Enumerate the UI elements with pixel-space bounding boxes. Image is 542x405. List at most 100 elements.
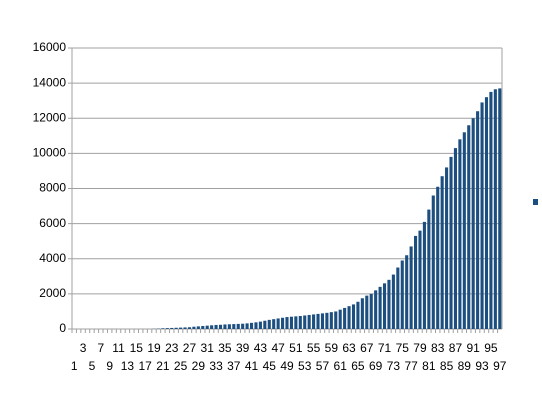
bar: [170, 327, 174, 329]
x-tick-label: 85: [440, 359, 454, 373]
bar: [325, 312, 329, 329]
y-tick-label: 14000: [33, 75, 67, 89]
x-tick-label: 1: [71, 359, 78, 373]
x-tick-label: 83: [431, 341, 445, 355]
bar: [223, 324, 227, 329]
x-tick-label: 51: [289, 341, 303, 355]
bar: [471, 118, 475, 329]
bar: [161, 328, 165, 329]
x-tick-label: 79: [413, 341, 427, 355]
bar: [241, 323, 245, 329]
bar: [214, 324, 218, 329]
bar: [414, 235, 418, 329]
x-tick-label: 69: [369, 359, 383, 373]
bar: [285, 317, 289, 329]
x-tick-label: 39: [236, 341, 250, 355]
x-tick-label: 63: [342, 341, 356, 355]
bar: [267, 319, 271, 329]
x-tick-label: 43: [254, 341, 268, 355]
bar: [378, 286, 382, 329]
bar: [196, 326, 200, 329]
bar: [338, 309, 342, 329]
y-tick-label: 2000: [39, 286, 66, 300]
y-tick-label: 6000: [39, 216, 66, 230]
x-tick-label: 81: [422, 359, 436, 373]
bar: [431, 195, 435, 329]
x-tick-label: 3: [80, 341, 87, 355]
bar: [249, 322, 254, 329]
bar: [307, 314, 311, 329]
x-tick-label: 15: [130, 341, 144, 355]
bar: [232, 324, 236, 329]
y-tick-label: 12000: [33, 110, 67, 124]
bar: [365, 295, 369, 329]
x-tick-label: 93: [475, 359, 489, 373]
bar: [343, 307, 347, 329]
x-tick-label: 53: [298, 359, 312, 373]
x-tick-label: 55: [307, 341, 321, 355]
x-tick-label: 67: [360, 341, 374, 355]
x-tick-label: 87: [449, 341, 463, 355]
bar: [210, 325, 214, 329]
bar: [258, 321, 262, 329]
bar: [422, 221, 426, 329]
x-tick-label: 61: [334, 359, 348, 373]
bar: [263, 320, 267, 329]
bar: [183, 327, 187, 329]
bar: [396, 267, 400, 329]
bar: [382, 283, 387, 329]
bar: [484, 97, 489, 329]
bar: [489, 91, 493, 329]
bar: [179, 327, 183, 329]
bar: [303, 315, 307, 329]
x-tick-label: 9: [106, 359, 113, 373]
x-tick-label: 23: [165, 341, 179, 355]
bar: [218, 324, 223, 329]
bar: [498, 88, 502, 329]
bar: [312, 314, 316, 329]
x-tick-label: 35: [218, 341, 232, 355]
x-tick-label: 89: [458, 359, 472, 373]
bar: [391, 274, 395, 329]
x-tick-label: 25: [174, 359, 188, 373]
x-tick-label: 7: [97, 341, 104, 355]
x-tick-label: 33: [209, 359, 223, 373]
x-tick-label: 57: [316, 359, 330, 373]
x-tick-label: 19: [147, 341, 161, 355]
x-tick-label: 59: [325, 341, 339, 355]
bar: [476, 111, 480, 329]
x-tick-label: 91: [467, 341, 481, 355]
bar: [356, 301, 360, 329]
x-tick-label: 77: [404, 359, 418, 373]
bar: [334, 311, 338, 329]
bar: [480, 102, 484, 329]
bar: [387, 279, 391, 329]
bar: [369, 293, 373, 329]
bar: [493, 89, 497, 329]
y-tick-label: 4000: [39, 251, 66, 265]
x-tick-label: 75: [396, 341, 410, 355]
x-tick-label: 37: [227, 359, 241, 373]
x-tick-label: 97: [493, 359, 507, 373]
x-tick-label: 31: [201, 341, 215, 355]
x-tick-label: 29: [192, 359, 206, 373]
y-tick-label: 16000: [33, 40, 67, 54]
bar: [418, 230, 422, 329]
y-tick-label: 8000: [39, 181, 66, 195]
bar: [347, 306, 351, 329]
bar: [227, 324, 231, 329]
x-tick-label: 49: [280, 359, 294, 373]
legend-marker: [533, 199, 538, 205]
x-tick-label: 45: [263, 359, 277, 373]
bar: [453, 148, 458, 329]
x-tick-label: 73: [387, 359, 401, 373]
bar: [276, 318, 280, 329]
x-tick-label: 13: [121, 359, 135, 373]
bar: [320, 313, 325, 329]
bar: [400, 260, 404, 329]
bar: [374, 290, 378, 329]
bar: [298, 316, 302, 329]
bar: [409, 246, 413, 329]
y-tick-label: 10000: [33, 146, 67, 160]
